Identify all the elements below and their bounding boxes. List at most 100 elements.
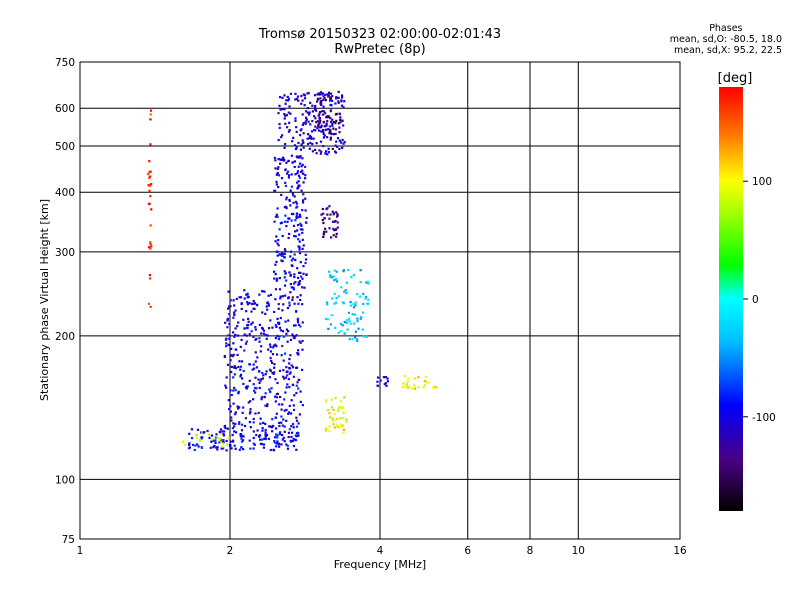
data-point: [286, 95, 289, 99]
data-point: [234, 309, 237, 312]
data-point: [298, 248, 301, 251]
data-point: [329, 128, 332, 132]
data-point: [293, 253, 296, 256]
data-point: [287, 176, 291, 179]
data-point: [263, 290, 266, 293]
data-point: [410, 387, 414, 390]
data-point: [268, 425, 271, 428]
data-point: [355, 338, 359, 341]
data-point: [293, 438, 297, 441]
data-point: [226, 317, 230, 320]
data-point: [340, 96, 344, 99]
data-point: [424, 375, 427, 378]
y-tick-label: 600: [55, 103, 75, 115]
data-point: [325, 399, 328, 402]
data-point: [341, 416, 344, 420]
data-point: [238, 406, 241, 409]
data-point: [270, 387, 273, 390]
data-point: [240, 440, 244, 443]
data-point: [328, 270, 331, 273]
data-point: [340, 104, 344, 107]
data-point: [267, 437, 270, 440]
data-point: [288, 304, 291, 307]
data-point: [226, 326, 229, 329]
colorbar-ticks: 100 0 -100: [743, 176, 776, 424]
data-point: [258, 323, 261, 326]
data-point: [283, 409, 286, 412]
data-point: [227, 398, 230, 402]
data-point: [267, 304, 270, 307]
data-point: [328, 425, 331, 428]
data-point: [304, 209, 307, 212]
data-point: [223, 430, 226, 433]
data-point: [334, 277, 338, 281]
data-point: [334, 102, 337, 105]
data-point: [352, 302, 355, 306]
data-point: [295, 146, 298, 149]
data-point: [357, 327, 360, 330]
data-point: [148, 160, 151, 163]
data-point: [293, 337, 296, 340]
data-point: [322, 235, 325, 239]
data-point: [258, 434, 262, 437]
data-point: [231, 439, 235, 442]
data-point: [285, 161, 288, 164]
data-point: [279, 297, 282, 300]
data-point: [301, 123, 304, 126]
data-point: [230, 370, 233, 374]
data-point: [271, 361, 274, 365]
data-point: [252, 430, 255, 433]
data-point: [277, 443, 281, 446]
data-point: [276, 207, 279, 210]
data-point: [232, 316, 235, 319]
data-point: [248, 412, 252, 415]
chart-title-line2: RwPretec (8p): [334, 42, 426, 57]
data-point: [335, 232, 338, 235]
data-point: [327, 116, 331, 119]
data-point: [259, 438, 262, 441]
data-point: [277, 445, 281, 448]
data-point: [288, 404, 291, 407]
data-point: [304, 120, 307, 123]
data-point: [349, 300, 352, 304]
data-point: [269, 345, 272, 349]
data-point: [274, 378, 277, 381]
data-point: [344, 332, 347, 335]
data-point: [354, 301, 357, 304]
data-point: [325, 122, 328, 125]
data-point: [234, 327, 237, 330]
data-point: [252, 442, 255, 445]
data-point: [288, 366, 291, 370]
data-point: [236, 353, 239, 357]
data-point: [333, 229, 336, 232]
x-tick-label: 2: [227, 545, 234, 557]
data-point: [297, 185, 300, 188]
data-point: [292, 136, 295, 139]
data-point: [301, 247, 304, 250]
data-point: [376, 376, 380, 379]
data-point: [329, 236, 333, 239]
data-point: [320, 126, 323, 129]
data-point: [301, 209, 304, 212]
data-point: [330, 104, 333, 107]
data-point: [302, 141, 305, 144]
data-point: [284, 122, 287, 125]
data-point: [282, 418, 285, 421]
data-point: [300, 143, 303, 146]
data-point: [299, 155, 302, 158]
data-point: [277, 138, 280, 142]
data-point: [334, 228, 337, 232]
data-point: [287, 435, 290, 439]
data-point: [336, 423, 339, 426]
data-point: [293, 165, 296, 169]
data-point: [283, 276, 286, 279]
data-point: [241, 439, 245, 442]
data-point: [259, 379, 262, 382]
data-point: [334, 122, 337, 125]
data-point: [318, 149, 321, 152]
data-point: [227, 334, 230, 337]
data-point: [289, 250, 293, 253]
data-point: [269, 390, 272, 393]
data-point: [229, 354, 233, 357]
data-point: [292, 408, 296, 412]
